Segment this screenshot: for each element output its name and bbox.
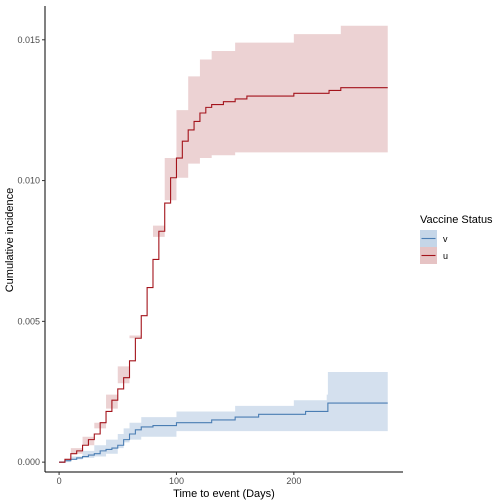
plot-area: [59, 25, 388, 463]
axes: 0 100 200 0.000 0.005 0.010 0.015: [17, 6, 403, 486]
legend-label-v: v: [443, 234, 448, 244]
y-axis-title: Cumulative incidence: [4, 188, 16, 293]
series-line-u: [59, 87, 388, 463]
y-tick-label: 0.005: [17, 316, 40, 326]
y-tick-label: 0.015: [17, 35, 40, 45]
confidence-band-u: [59, 25, 388, 463]
x-axis-title: Time to event (Days): [173, 488, 275, 500]
x-tick-label: 200: [286, 476, 301, 486]
legend: Vaccine Status vu: [420, 214, 493, 264]
y-tick-label: 0.010: [17, 176, 40, 186]
y-tick-label: 0.000: [17, 457, 40, 467]
x-tick-label: 0: [57, 476, 62, 486]
x-tick-label: 100: [169, 476, 184, 486]
legend-label-u: u: [443, 251, 448, 261]
series-line-v: [59, 402, 388, 463]
legend-item-u: u: [420, 247, 448, 264]
legend-item-v: v: [420, 230, 448, 247]
legend-title: Vaccine Status: [420, 214, 493, 226]
confidence-band-v: [59, 372, 388, 463]
